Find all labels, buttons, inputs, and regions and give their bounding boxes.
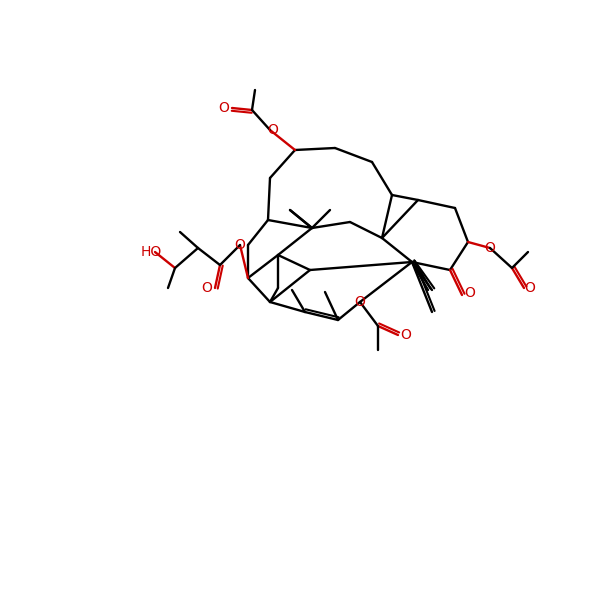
Text: O: O bbox=[485, 241, 496, 255]
Text: O: O bbox=[464, 286, 475, 300]
Text: O: O bbox=[218, 101, 229, 115]
Text: O: O bbox=[524, 281, 535, 295]
Text: O: O bbox=[235, 238, 245, 252]
Text: O: O bbox=[355, 295, 365, 309]
Text: O: O bbox=[202, 281, 212, 295]
Text: HO: HO bbox=[140, 245, 161, 259]
Text: O: O bbox=[268, 123, 278, 137]
Text: O: O bbox=[401, 328, 412, 342]
